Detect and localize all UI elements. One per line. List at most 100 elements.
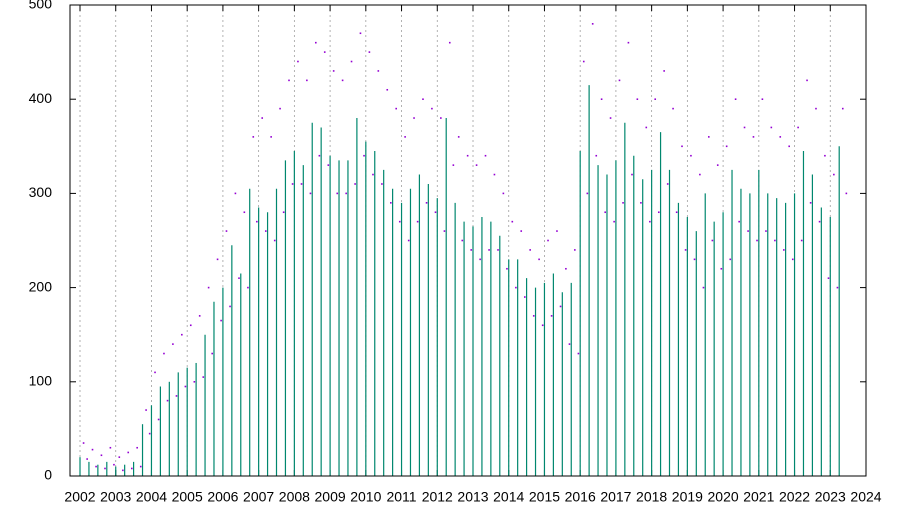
dot: [175, 395, 178, 397]
dot: [448, 41, 451, 44]
x-tick-label: 2019: [672, 489, 703, 505]
dot: [395, 107, 397, 110]
dot: [765, 230, 767, 232]
x-tick-label: 2006: [207, 489, 238, 505]
dot: [434, 211, 437, 214]
x-tick-label: 2024: [850, 489, 881, 505]
dot: [827, 277, 830, 279]
dot: [770, 126, 773, 129]
x-tick-label: 2015: [529, 489, 560, 505]
dot: [323, 51, 326, 53]
dot: [649, 220, 651, 223]
dot: [809, 202, 812, 204]
dot: [368, 51, 371, 53]
dot: [211, 352, 213, 355]
dot: [666, 183, 669, 185]
dot: [475, 164, 478, 166]
dot: [413, 117, 415, 119]
x-tick-label: 2017: [600, 489, 631, 505]
dot: [127, 451, 130, 454]
dot: [136, 446, 138, 449]
dot: [815, 107, 817, 110]
dot: [547, 239, 549, 242]
dot: [145, 409, 147, 411]
dot: [181, 333, 183, 336]
dot: [657, 211, 660, 214]
dot: [824, 154, 826, 157]
dot: [747, 230, 749, 232]
dot: [568, 343, 571, 345]
dot: [416, 220, 419, 223]
dot: [354, 183, 356, 185]
dot: [315, 41, 317, 44]
dot: [600, 98, 603, 100]
dot: [574, 249, 576, 251]
dot: [440, 117, 442, 119]
dot: [341, 79, 344, 82]
dot: [261, 117, 264, 119]
dot: [264, 230, 267, 232]
dot: [282, 211, 285, 214]
dot: [404, 136, 406, 138]
x-tick-label: 2016: [565, 489, 596, 505]
dot: [783, 249, 785, 251]
dot: [452, 164, 455, 166]
dot: [493, 173, 496, 176]
x-tick-label: 2010: [350, 489, 381, 505]
dot: [497, 249, 499, 251]
dot: [104, 467, 106, 470]
dot: [288, 79, 290, 82]
x-tick-label: 2012: [422, 489, 453, 505]
dot: [422, 98, 424, 100]
dot: [252, 136, 255, 138]
dot: [247, 286, 249, 289]
dot: [595, 154, 598, 157]
dot: [166, 399, 169, 402]
x-tick-label: 2008: [279, 489, 310, 505]
dot: [720, 267, 723, 270]
x-tick-label: 2014: [493, 489, 524, 505]
dot: [189, 324, 192, 327]
dot: [270, 136, 272, 138]
y-tick-label: 500: [29, 0, 53, 12]
dot: [636, 98, 639, 100]
dot: [818, 220, 821, 223]
dot: [738, 220, 740, 223]
dot: [654, 98, 657, 100]
dot: [618, 79, 621, 82]
dot: [845, 192, 848, 195]
dot: [172, 343, 174, 345]
dot: [591, 23, 594, 25]
x-tick-label: 2009: [315, 489, 346, 505]
dot: [502, 192, 505, 195]
x-tick-label: 2004: [136, 489, 167, 505]
dot: [470, 249, 473, 251]
dot: [729, 258, 732, 261]
dot: [734, 98, 737, 100]
dot: [131, 467, 133, 470]
dot: [95, 465, 97, 468]
dot: [184, 385, 187, 388]
dot: [86, 458, 88, 460]
dot: [565, 267, 567, 270]
dot: [613, 220, 615, 223]
dot: [752, 136, 755, 138]
dot: [488, 249, 490, 251]
dot: [559, 305, 562, 308]
dot: [381, 183, 383, 185]
x-tick-label: 2023: [815, 489, 846, 505]
dot: [82, 442, 85, 444]
dot: [541, 324, 544, 327]
dot: [377, 70, 380, 72]
x-tick-label: 2013: [457, 489, 488, 505]
x-tick-label: 2021: [743, 489, 774, 505]
dot: [538, 258, 540, 261]
dot: [466, 154, 469, 157]
y-tick-label: 100: [29, 373, 53, 389]
dot: [708, 136, 710, 138]
x-tick-label: 2018: [636, 489, 667, 505]
dot: [577, 352, 580, 355]
dot: [461, 239, 464, 242]
dot: [511, 220, 514, 223]
dot: [716, 164, 719, 166]
